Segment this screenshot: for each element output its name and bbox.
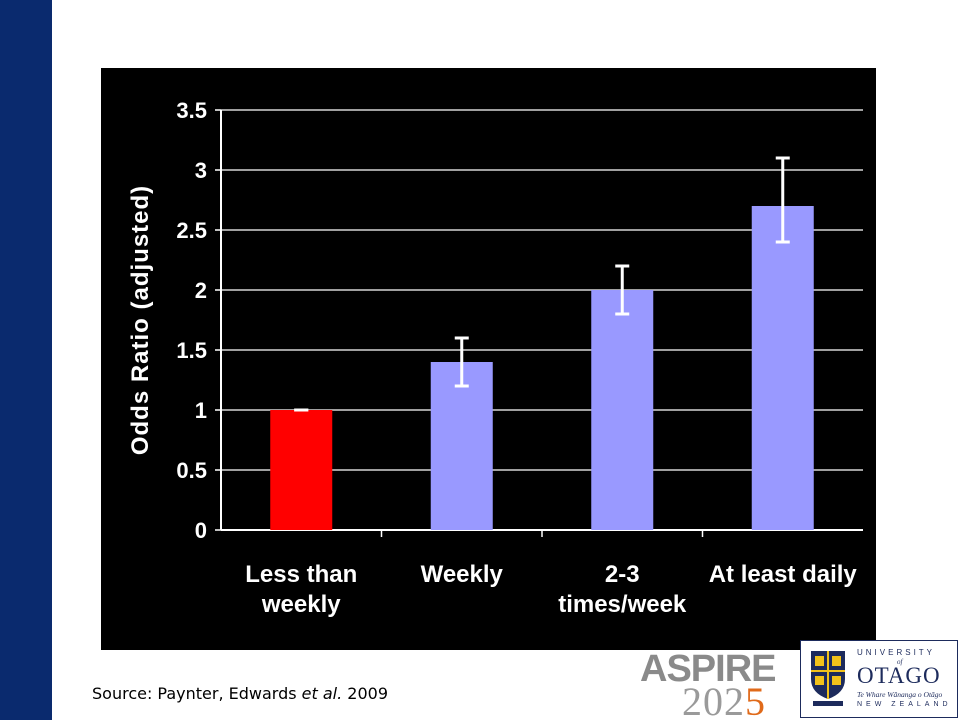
otago-name-text: OTAGO [857,663,941,688]
bar [270,410,333,530]
x-tick-label-line: Weekly [421,561,504,588]
y-axis-label: Odds Ratio (adjusted) [127,185,154,455]
aspire-2025-logo: ASPIRE 2025 [638,648,778,724]
aspire-year-main: 202 [682,679,745,724]
aspire-logo-year: 2025 [682,678,766,725]
bar [751,206,814,530]
y-tick-label: 1 [195,398,207,423]
y-tick-label: 3.5 [176,98,207,123]
bar [591,290,654,530]
x-tick-label: 2-3 times/week [558,561,687,618]
bar-chart: 0 0.5 1 1.5 2 2.5 3 3.5 Odds Ratio (adjusted) Les… [127,98,863,618]
otago-country-text: NEW ZEALAND [857,701,952,708]
x-tick-label-line: Less than [245,561,357,588]
university-of-otago-logo: UNIVERSITY of OTAGO Te Whare Wānanga o O… [800,640,958,718]
otago-of-text: of [897,658,903,666]
aspire-logo-word: ASPIRE [640,648,776,690]
y-tick-label: 0.5 [176,458,207,483]
x-tick-label: Weekly [421,561,504,588]
source-italic: et al. [301,684,343,703]
otago-crest-icon [811,651,845,706]
chart-panel: 0 0.5 1 1.5 2 2.5 3 3.5 Odds Ratio (adjusted) Les… [101,68,876,650]
y-tick-label: 2.5 [176,218,207,243]
x-tick-label: Less than weekly [245,561,357,618]
x-tick-label-line: At least daily [709,561,858,588]
aspire-year-highlight: 5 [745,679,766,724]
x-tick-label-line: weekly [261,591,341,618]
x-tick-label: At least daily [709,561,858,588]
source-citation: Source: Paynter, Edwards et al. 2009 [92,684,388,703]
y-tick-label: 3 [195,158,207,183]
y-tick-label: 0 [195,518,207,543]
y-tick-label: 1.5 [176,338,207,363]
otago-university-text: UNIVERSITY [857,648,936,657]
source-prefix: Source: Paynter, Edwards [92,684,302,703]
bar [430,362,493,530]
x-tick-label-line: 2-3 [605,561,640,588]
otago-maori-text: Te Whare Wānanga o Otāgo [857,690,943,699]
left-sidebar-band [0,0,52,720]
x-tick-label-line: times/week [558,591,687,618]
y-tick-label: 2 [195,278,207,303]
source-suffix: 2009 [342,684,389,703]
